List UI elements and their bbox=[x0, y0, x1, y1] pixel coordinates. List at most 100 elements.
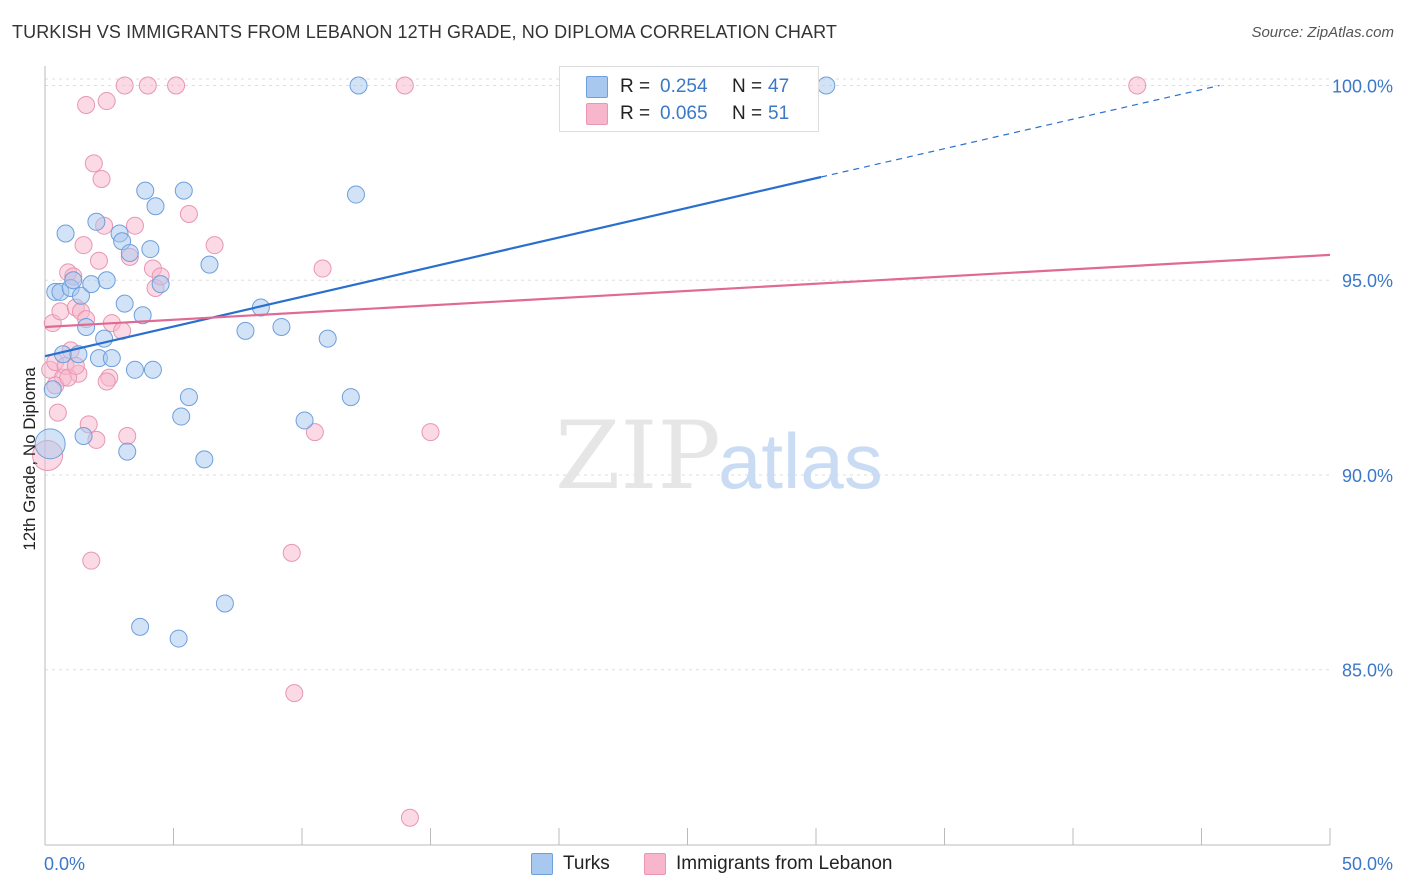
turks-trend-line bbox=[44, 175, 822, 358]
turks-point bbox=[97, 271, 116, 290]
y-tick-label: 85.0% bbox=[1342, 661, 1393, 681]
n-label: N = bbox=[732, 103, 763, 124]
lebanon-point bbox=[179, 205, 198, 224]
lebanon-point bbox=[305, 423, 324, 442]
turks-legend-label: Turks bbox=[563, 853, 610, 874]
lebanon-point bbox=[97, 92, 116, 111]
turks-legend-swatch bbox=[531, 853, 553, 875]
turks-point bbox=[295, 411, 314, 430]
lebanon-point bbox=[138, 76, 157, 95]
turks-point bbox=[318, 329, 337, 348]
turks-point bbox=[169, 629, 188, 648]
watermark-zip: ZIP bbox=[555, 402, 721, 511]
bottom-legend-lebanon[interactable]: Immigrants from Lebanon bbox=[644, 851, 893, 877]
r-label: R = bbox=[620, 103, 651, 124]
turks-point bbox=[341, 388, 360, 407]
r-label: R = bbox=[620, 76, 651, 97]
legend-row-turks: R = 0.254 N = 47 bbox=[586, 74, 789, 100]
turks-point bbox=[56, 224, 75, 243]
turks-point bbox=[215, 594, 234, 613]
lebanon-point bbox=[51, 302, 70, 321]
turks-point bbox=[200, 255, 219, 274]
lebanon-point bbox=[48, 403, 67, 422]
y-axis-label: 12th Grade, No Diploma bbox=[20, 367, 39, 551]
turks-point bbox=[817, 76, 836, 95]
turks-swatch bbox=[586, 76, 608, 98]
lebanon-point bbox=[89, 251, 108, 270]
lebanon-point bbox=[167, 76, 186, 95]
turks-point bbox=[133, 306, 152, 325]
turks-point bbox=[115, 294, 134, 313]
lebanon-point bbox=[84, 154, 103, 173]
chart-title: TURKISH VS IMMIGRANTS FROM LEBANON 12TH … bbox=[12, 22, 837, 42]
lebanon-point bbox=[74, 236, 93, 255]
turks-point bbox=[146, 197, 165, 216]
turks-point bbox=[74, 427, 93, 446]
lebanon-point bbox=[205, 236, 224, 255]
turks-point bbox=[195, 450, 214, 469]
lebanon-point bbox=[285, 684, 304, 703]
lebanon-point bbox=[282, 543, 301, 562]
x-tick-label-max: 50.0% bbox=[1342, 854, 1393, 874]
turks-point bbox=[136, 181, 155, 200]
lebanon-point bbox=[118, 427, 137, 446]
lebanon-trend-line bbox=[44, 253, 1331, 329]
lebanon-point bbox=[395, 76, 414, 95]
turks-point bbox=[77, 317, 96, 336]
turks-point bbox=[346, 185, 365, 204]
turks-point bbox=[120, 243, 139, 262]
lebanon-point bbox=[125, 216, 144, 235]
turks-point bbox=[82, 275, 101, 294]
turks-point bbox=[172, 407, 191, 426]
points-layer bbox=[32, 76, 1147, 827]
turks-point bbox=[349, 76, 368, 95]
turks-point bbox=[87, 212, 106, 231]
turks-point bbox=[34, 428, 66, 460]
lebanon-legend-label: Immigrants from Lebanon bbox=[676, 853, 893, 874]
turks-trend-extension bbox=[821, 84, 1220, 178]
lebanon-point bbox=[82, 551, 101, 570]
trend-layer bbox=[44, 84, 1331, 358]
grid-layer bbox=[45, 78, 1330, 671]
turks-point bbox=[102, 349, 121, 368]
y-tick-label: 95.0% bbox=[1342, 271, 1393, 291]
y-tick-label: 100.0% bbox=[1332, 76, 1393, 96]
lebanon-point bbox=[97, 372, 116, 391]
turks-point bbox=[43, 380, 62, 399]
lebanon-point bbox=[421, 423, 440, 442]
bottom-legend-turks[interactable]: Turks bbox=[531, 851, 610, 877]
turks-point bbox=[118, 442, 137, 461]
legend-row-lebanon: R = 0.065 N = 51 bbox=[586, 101, 789, 127]
watermark-atlas: atlas bbox=[718, 417, 883, 505]
turks-point bbox=[141, 240, 160, 259]
lebanon-r-value: 0.065 bbox=[660, 103, 708, 124]
label-layer: 85.0% 90.0% 95.0% 100.0% 0.0% 50.0% bbox=[44, 76, 1393, 874]
turks-point bbox=[236, 321, 255, 340]
lebanon-point bbox=[77, 95, 96, 114]
lebanon-point bbox=[400, 808, 419, 827]
turks-point bbox=[272, 317, 291, 336]
turks-n-value: 47 bbox=[768, 76, 790, 97]
turks-point bbox=[125, 360, 144, 379]
lebanon-point bbox=[313, 259, 332, 278]
correlation-legend: R = 0.254 N = 47 R = 0.065 N = 51 bbox=[559, 66, 819, 132]
lebanon-point bbox=[1128, 76, 1147, 95]
lebanon-point bbox=[92, 169, 111, 188]
turks-point bbox=[71, 286, 90, 305]
source-label: Source: ZipAtlas.com bbox=[1251, 24, 1394, 41]
turks-r-value: 0.254 bbox=[660, 76, 708, 97]
turks-point bbox=[151, 275, 170, 294]
turks-point bbox=[64, 271, 83, 290]
turks-point bbox=[143, 360, 162, 379]
lebanon-swatch bbox=[586, 103, 608, 125]
turks-point bbox=[131, 617, 150, 636]
turks-point bbox=[174, 181, 193, 200]
watermark: ZIP atlas bbox=[555, 402, 883, 511]
y-tick-label: 90.0% bbox=[1342, 466, 1393, 486]
lebanon-point bbox=[115, 76, 134, 95]
n-label: N = bbox=[732, 76, 763, 97]
turks-point bbox=[179, 388, 198, 407]
lebanon-n-value: 51 bbox=[768, 103, 790, 124]
lebanon-legend-swatch bbox=[644, 853, 666, 875]
